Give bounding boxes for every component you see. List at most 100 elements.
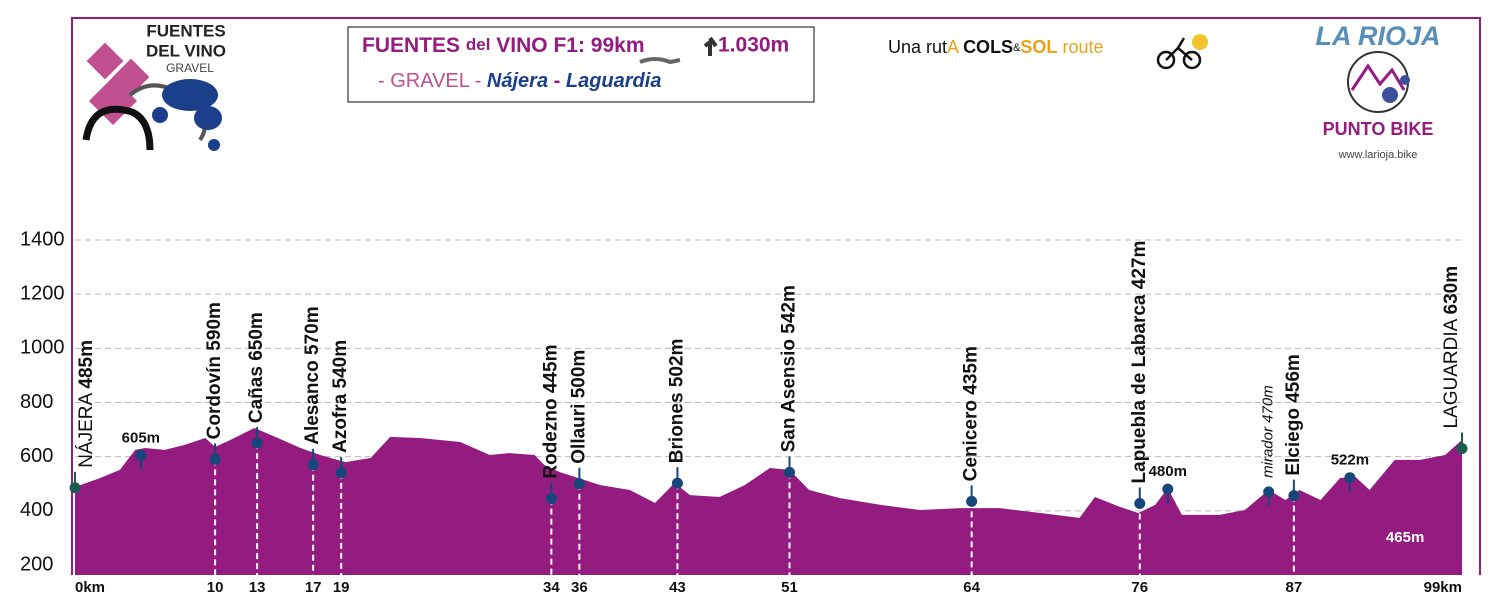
- mirador-label: mirador 470m: [1260, 385, 1277, 478]
- place-marker: [251, 437, 263, 449]
- subtitle-part: Laguardia: [566, 70, 662, 92]
- y-tick-label: 1400: [20, 228, 65, 250]
- plot: 200 400 600 800 1000 1200 1400 0km 10 13 17 19 34 36 4…: [20, 228, 1468, 596]
- brand-region: LA RIOJA: [1315, 21, 1440, 51]
- place-elevation: 445m: [540, 345, 561, 394]
- y-tick-label: 200: [20, 553, 53, 575]
- title-part: VINO F1: 99km: [496, 34, 644, 57]
- route: Una rutA COLS&SOL route: [888, 37, 1103, 57]
- mirador-name: mirador: [1260, 426, 1277, 478]
- peak-marker: [1344, 472, 1356, 484]
- peak-label: 480m: [1149, 463, 1187, 480]
- route-icon: [1156, 34, 1208, 70]
- x-tick-label: 19: [333, 579, 350, 596]
- climb: 1.030m: [718, 34, 789, 57]
- brand-name: PUNTO BIKE: [1323, 119, 1434, 139]
- place-name: Ollauri: [568, 404, 589, 464]
- title-box: [347, 26, 815, 103]
- place-elevation: 485m: [76, 340, 97, 389]
- y-tick-label: 1200: [20, 282, 65, 304]
- logo: FUENTES DEL VINO GRAVEL: [82, 21, 226, 151]
- place-name: LAGUARDIA: [1441, 318, 1462, 428]
- distance-icon: [639, 57, 681, 65]
- place-label: Rodezno 445m: [540, 345, 561, 479]
- y-tick-label: 800: [20, 391, 53, 413]
- mirador-marker: [1263, 486, 1275, 498]
- title: FUENTES del VINO F1: 99km: [362, 34, 645, 57]
- place-elevation: 502m: [666, 339, 687, 388]
- place-elevation: 435m: [961, 346, 982, 395]
- place-elevation: 630m: [1441, 266, 1462, 315]
- place-marker: [784, 466, 796, 478]
- place-name: Cordovín: [204, 356, 225, 439]
- place-name: Lapuebla de Labarca: [1129, 294, 1150, 483]
- place-label: Elciego 456m: [1283, 354, 1304, 475]
- place-marker: [335, 467, 347, 479]
- place-name: San Asensio: [779, 339, 800, 452]
- climb-icon: [703, 36, 718, 56]
- y-tick-label: 400: [20, 499, 53, 521]
- route-part: Una rut: [888, 37, 947, 57]
- route-part: SOL: [1020, 37, 1057, 57]
- place-label: Briones 502m: [666, 339, 687, 464]
- subtitle-part: Nájera: [487, 70, 548, 92]
- place-name: NÁJERA: [76, 393, 97, 468]
- low-point-label: 465m: [1386, 529, 1424, 546]
- x-tick-label: 76: [1131, 579, 1148, 596]
- place-marker: [1456, 443, 1468, 455]
- place-marker: [307, 459, 319, 471]
- place-name: Elciego: [1283, 408, 1304, 476]
- x-tick-label: 64: [963, 579, 980, 596]
- title-part: del: [466, 35, 491, 54]
- place-label: Lapuebla de Labarca 427m: [1129, 241, 1150, 484]
- x-tick-label: 87: [1286, 579, 1303, 596]
- place-marker: [966, 495, 978, 507]
- place-label: Azofra 540m: [330, 340, 351, 453]
- place-label: San Asensio 542m: [779, 285, 800, 452]
- place-name: Azofra: [330, 393, 351, 453]
- peak-marker: [135, 449, 147, 461]
- y-tick-label: 600: [20, 445, 53, 467]
- title-part: FUENTES: [362, 34, 460, 57]
- x-tick-label: 99km: [1424, 579, 1462, 596]
- place-elevation: 500m: [568, 350, 589, 399]
- place-marker: [545, 493, 557, 505]
- frame: [71, 17, 1481, 575]
- place-elevation: 570m: [302, 306, 323, 355]
- route-part: route: [1062, 37, 1103, 57]
- place-marker: [671, 477, 683, 489]
- place-marker: [1134, 498, 1146, 510]
- place-marker: [209, 453, 221, 465]
- place-name: Briones: [666, 392, 687, 463]
- place-elevation: 456m: [1283, 354, 1304, 403]
- place-name: Alesanco: [302, 360, 323, 444]
- brand-url: www.larioja.bike: [1338, 149, 1418, 161]
- place-elevation: 427m: [1129, 241, 1150, 290]
- x-tick-label: 0km: [75, 579, 105, 596]
- subtitle-part: - GRAVEL -: [378, 70, 481, 92]
- place-label: LAGUARDIA 630m: [1441, 266, 1462, 429]
- subtitle: - GRAVEL - Nájera - Laguardia: [378, 70, 661, 92]
- x-tick-label: 51: [781, 579, 798, 596]
- x-tick-label: 34: [543, 579, 560, 596]
- place-marker: [1288, 490, 1300, 502]
- place-elevation: 540m: [330, 340, 351, 389]
- elevation-area: [75, 427, 1462, 575]
- place-label: Ollauri 500m: [568, 350, 589, 464]
- peak-marker: [1162, 483, 1174, 495]
- place-label: Alesanco 570m: [302, 306, 323, 444]
- place-marker: [69, 482, 81, 494]
- brand-icon: [1347, 51, 1410, 113]
- place-name: Rodezno: [540, 398, 561, 478]
- x-tick-label: 36: [571, 579, 588, 596]
- route-part: &: [1013, 42, 1021, 54]
- place-elevation: 650m: [246, 312, 267, 361]
- place-label: NÁJERA 485m: [76, 340, 97, 468]
- peak-label: 522m: [1331, 452, 1369, 469]
- subtitle-part: -: [554, 70, 561, 92]
- place-name: Cañas: [246, 366, 267, 423]
- place-elevation: 542m: [779, 285, 800, 334]
- logo-text: DEL VINO: [146, 41, 226, 60]
- route-part: A: [947, 37, 959, 57]
